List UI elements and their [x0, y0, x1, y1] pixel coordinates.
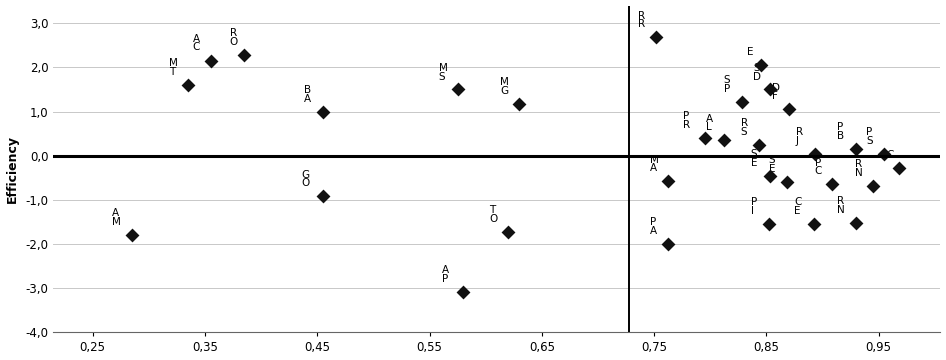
- Point: [450, 87, 465, 93]
- Text: S
D: S D: [753, 63, 761, 81]
- Text: S
E: S E: [769, 156, 776, 174]
- Point: [849, 146, 864, 152]
- Text: P
A: P A: [650, 217, 657, 236]
- Point: [762, 87, 778, 93]
- Text: R
N: R N: [855, 159, 863, 178]
- Text: R
O: R O: [230, 28, 237, 47]
- Point: [762, 173, 778, 179]
- Point: [512, 101, 527, 107]
- Point: [456, 289, 471, 294]
- Text: M
G: M G: [500, 77, 509, 96]
- Point: [181, 82, 196, 88]
- Point: [716, 138, 731, 143]
- Text: M
S: M S: [439, 63, 447, 81]
- Text: P
R: P R: [683, 111, 691, 130]
- Text: A
C: A C: [193, 33, 200, 52]
- Text: R
N: R N: [837, 196, 845, 215]
- Point: [806, 221, 821, 227]
- Text: P
S: P S: [867, 127, 873, 145]
- Text: A
P: A P: [442, 265, 449, 284]
- Text: P
B: P B: [837, 122, 844, 141]
- Text: G
O: G O: [302, 170, 309, 188]
- Text: T
O: T O: [489, 205, 498, 224]
- Point: [877, 150, 892, 156]
- Text: R
S: R S: [741, 118, 747, 137]
- Point: [697, 135, 712, 141]
- Point: [734, 99, 749, 105]
- Text: P
C: P C: [815, 158, 822, 176]
- Y-axis label: Efficiency: Efficiency: [6, 135, 19, 203]
- Point: [753, 62, 768, 68]
- Text: C: C: [886, 150, 894, 160]
- Point: [824, 181, 839, 187]
- Text: S
P: S P: [724, 75, 730, 94]
- Point: [780, 179, 795, 185]
- Text: E: E: [747, 47, 754, 57]
- Text: D
F: D F: [772, 82, 780, 102]
- Point: [660, 241, 675, 247]
- Point: [807, 150, 822, 156]
- Point: [315, 109, 330, 114]
- Point: [891, 165, 906, 171]
- Point: [866, 183, 881, 189]
- Text: P
I: P I: [751, 197, 757, 216]
- Point: [849, 220, 864, 226]
- Text: R
J: R J: [796, 127, 803, 145]
- Point: [660, 179, 675, 184]
- Text: S
E: S E: [751, 149, 758, 168]
- Text: M
T: M T: [169, 58, 178, 77]
- Point: [762, 221, 777, 227]
- Point: [781, 107, 797, 112]
- Point: [649, 35, 664, 40]
- Text: A
L: A L: [706, 113, 713, 132]
- Text: B
A: B A: [304, 85, 311, 104]
- Point: [315, 193, 330, 199]
- Text: C
E: C E: [795, 197, 802, 216]
- Point: [203, 58, 219, 64]
- Point: [751, 142, 766, 148]
- Text: A
M: A M: [112, 208, 121, 227]
- Point: [500, 229, 516, 235]
- Point: [124, 232, 139, 238]
- Text: M
A: M A: [650, 154, 658, 174]
- Text: R
R: R R: [639, 10, 645, 30]
- Point: [236, 52, 252, 58]
